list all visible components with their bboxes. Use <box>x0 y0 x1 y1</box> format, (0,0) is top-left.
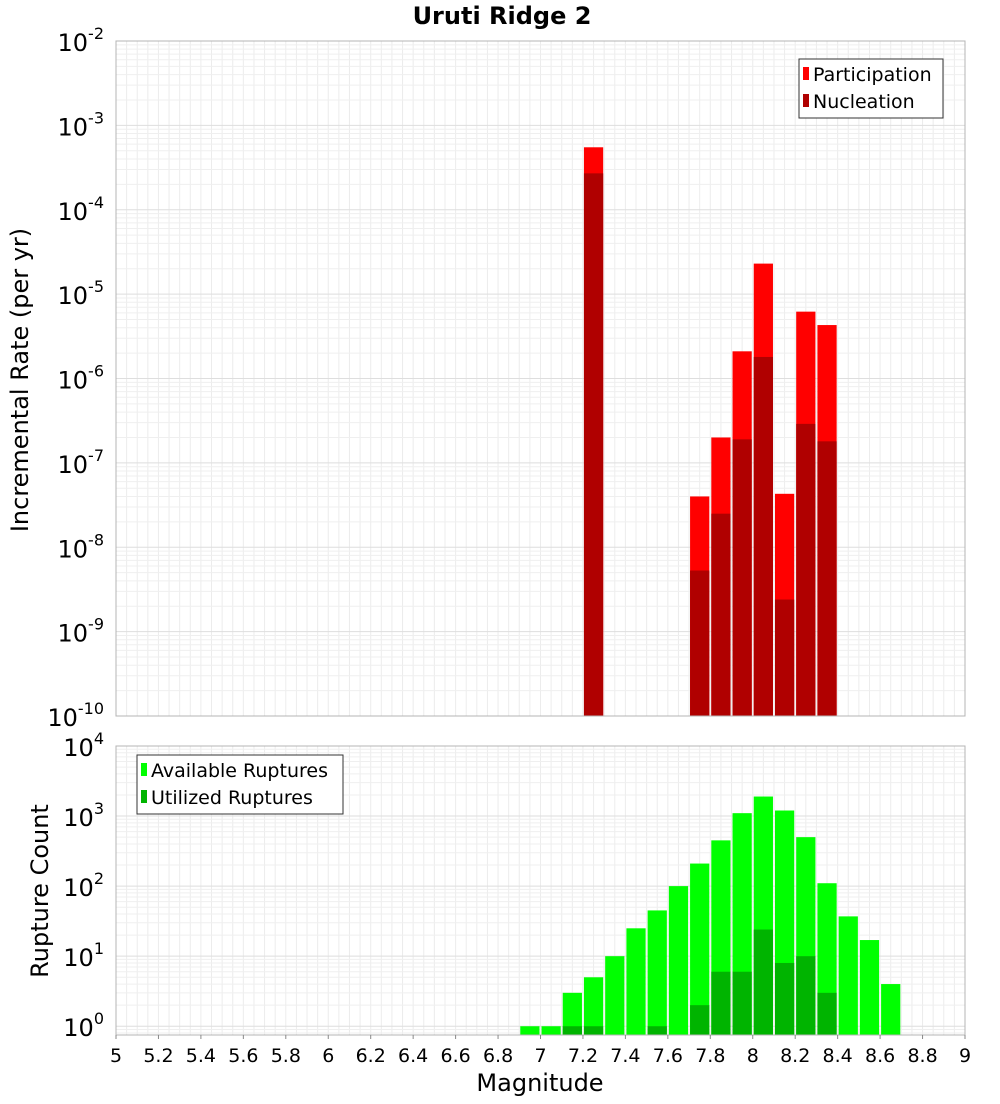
bar-nucleation <box>711 513 731 716</box>
x-tick-label: 6 <box>322 1045 334 1067</box>
y-tick-label: 102 <box>63 869 104 902</box>
bar-utilized-ruptures <box>562 1026 582 1035</box>
legend: Participation Nucleation <box>798 58 944 119</box>
bar-nucleation <box>732 439 752 716</box>
rate-panel: 10-10 10-9 10-8 10-7 10-6 10-5 10-4 10-3 10-2 Par… <box>47 24 966 732</box>
x-tick-label: 6.2 <box>356 1045 386 1067</box>
y-tick-label: 100 <box>63 1009 104 1042</box>
x-tick-label: 6.8 <box>483 1045 513 1067</box>
legend-label: Nucleation <box>813 91 915 113</box>
x-tick-label: 6.4 <box>398 1045 428 1067</box>
legend-swatch <box>141 763 147 776</box>
y-tick-label: 10-7 <box>58 446 105 479</box>
y-tick-label: 103 <box>63 799 104 832</box>
bar-available-ruptures <box>605 956 625 1035</box>
y-tick-label: 10-9 <box>58 615 105 648</box>
x-tick-label: 8.4 <box>823 1045 853 1067</box>
bar-utilized-ruptures <box>732 971 752 1035</box>
legend-box <box>798 58 944 119</box>
legend-label: Utilized Ruptures <box>151 787 313 809</box>
x-axis-label: Magnitude <box>476 1069 603 1097</box>
bar-available-ruptures <box>881 984 901 1035</box>
x-tick-label: 5.2 <box>143 1045 173 1067</box>
bar-utilized-ruptures <box>753 929 773 1035</box>
legend-label: Available Ruptures <box>151 760 328 782</box>
y-tick-label: 10-2 <box>58 24 105 57</box>
bar-available-ruptures <box>859 940 880 1035</box>
bar-available-ruptures <box>838 916 858 1035</box>
bar-utilized-ruptures <box>774 962 795 1035</box>
legend-box <box>136 754 344 815</box>
plot-border <box>115 40 966 717</box>
count-panel: 100 101 102 103 104 5 5.2 5.4 5.6 5.8 6 6.2 6.4 6.6 6.… <box>63 729 971 1067</box>
chart-title: Uruti Ridge 2 <box>413 2 592 30</box>
bar-available-ruptures <box>520 1026 540 1035</box>
bar-nucleation <box>753 356 773 716</box>
x-tick-label: 7.4 <box>610 1045 640 1067</box>
x-tick-label: 7.2 <box>568 1045 598 1067</box>
y-tick-label: 10-5 <box>58 277 105 310</box>
legend-label: Participation <box>813 64 932 86</box>
x-tick-label: 7 <box>534 1045 546 1067</box>
bar-nucleation <box>796 423 816 716</box>
x-tick-label: 8.2 <box>780 1045 810 1067</box>
x-tick-label: 5.4 <box>186 1045 216 1067</box>
x-tick-label: 5 <box>110 1045 122 1067</box>
x-tick-label: 8.6 <box>865 1045 895 1067</box>
y-tick-label: 10-6 <box>58 362 105 395</box>
bar-available-ruptures <box>668 886 689 1035</box>
bar-nucleation <box>774 599 795 716</box>
x-tick-label: 9 <box>959 1045 971 1067</box>
x-tick-label: 5.6 <box>228 1045 258 1067</box>
bar-available-ruptures <box>690 863 710 1035</box>
bar-utilized-ruptures <box>690 1005 710 1035</box>
x-tick-label: 8.8 <box>907 1045 937 1067</box>
top-y-axis-label: Incremental Rate (per yr) <box>6 228 34 532</box>
bottom-y-axis-label: Rupture Count <box>26 804 54 978</box>
bar-available-ruptures <box>562 992 582 1035</box>
legend-swatch <box>803 94 809 107</box>
legend: Available Ruptures Utilized Ruptures <box>136 754 344 815</box>
y-tick-label: 101 <box>63 939 104 972</box>
legend-swatch <box>803 67 809 80</box>
y-tick-label: 104 <box>63 729 104 762</box>
bar-available-ruptures <box>541 1026 561 1035</box>
bar-utilized-ruptures <box>817 992 837 1035</box>
bar-nucleation <box>583 173 604 716</box>
bar-nucleation <box>817 441 837 716</box>
y-tick-label: 10-4 <box>58 193 105 226</box>
y-tick-label: 10-10 <box>47 699 104 732</box>
bar-available-ruptures <box>647 910 667 1035</box>
bar-utilized-ruptures <box>583 1026 604 1035</box>
bar-utilized-ruptures <box>796 956 816 1035</box>
y-tick-label: 10-3 <box>58 108 105 141</box>
bar-utilized-ruptures <box>647 1026 667 1035</box>
x-tick-label: 5.8 <box>271 1045 301 1067</box>
bar-utilized-ruptures <box>711 971 731 1035</box>
x-tick-label: 7.6 <box>653 1045 683 1067</box>
legend-swatch <box>141 790 147 803</box>
x-tick-label: 7.8 <box>695 1045 725 1067</box>
x-tick-label: 8 <box>747 1045 759 1067</box>
y-tick-label: 10-8 <box>58 530 105 563</box>
x-tick-label: 6.6 <box>440 1045 470 1067</box>
bar-available-ruptures <box>626 928 646 1035</box>
bar-available-ruptures <box>583 977 604 1035</box>
bar-nucleation <box>690 570 710 716</box>
